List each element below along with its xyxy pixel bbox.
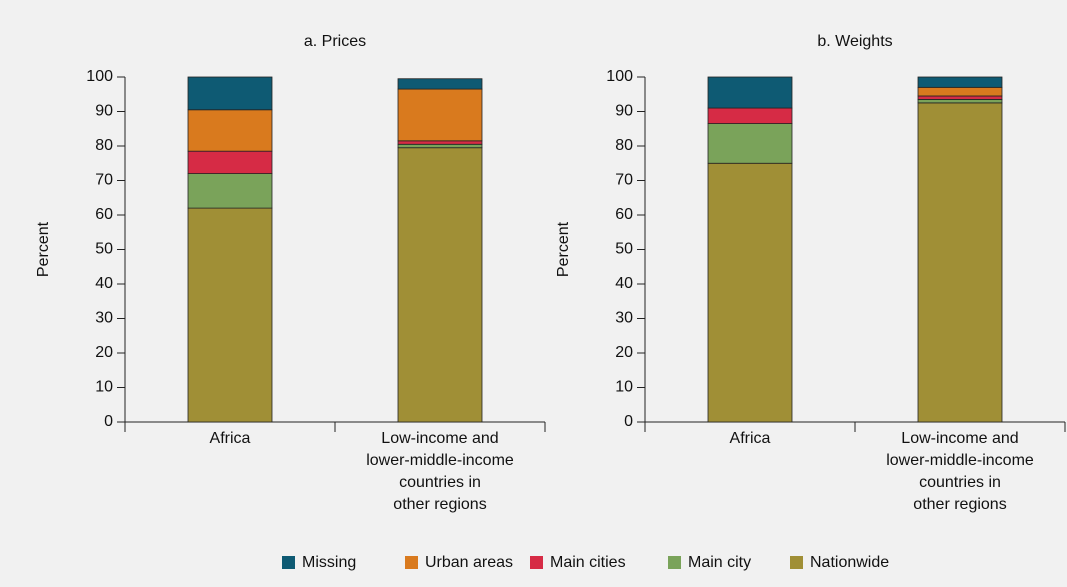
y-axis-label: Percent [555, 221, 572, 277]
bar-segment [397, 143, 483, 149]
y-tick-label: 90 [615, 103, 633, 120]
y-tick-label: 70 [95, 172, 113, 189]
y-tick-label: 10 [95, 379, 113, 396]
bar-segment [187, 76, 273, 111]
bar-segment [397, 140, 483, 145]
bar-segment [187, 150, 273, 175]
bar-segment [917, 95, 1003, 100]
x-tick-label: Low-income and lower-middle-income count… [886, 430, 1034, 513]
legend-swatch [405, 556, 418, 569]
x-tick-label: Africa [729, 430, 771, 447]
y-tick-label: 80 [615, 137, 633, 154]
y-tick-label: 50 [615, 241, 633, 258]
legend-swatch [668, 556, 681, 569]
legend-swatch [282, 556, 295, 569]
y-tick-label: 30 [95, 310, 113, 327]
y-tick-label: 60 [95, 206, 113, 223]
x-tick-label: Low-income and lower-middle-income count… [366, 430, 514, 513]
y-tick-label: 20 [95, 344, 113, 361]
y-tick-label: 80 [95, 137, 113, 154]
bar-segment [397, 78, 483, 90]
legend-label: Main cities [550, 554, 626, 571]
bar-segment [917, 102, 1003, 423]
bar-segment [187, 207, 273, 423]
legend-swatch [530, 556, 543, 569]
bar-segment [707, 107, 793, 124]
bar-segment [917, 99, 1003, 104]
y-tick-label: 20 [615, 344, 633, 361]
legend-label: Urban areas [425, 554, 513, 571]
chart-title: b. Weights [817, 33, 892, 50]
y-tick-label: 70 [615, 172, 633, 189]
x-tick-label: Africa [209, 430, 251, 447]
legend-label: Main city [688, 554, 751, 571]
y-tick-label: 30 [615, 310, 633, 327]
legend-label: Nationwide [810, 554, 889, 571]
y-tick-label: 0 [104, 413, 113, 430]
y-tick-label: 100 [606, 68, 633, 85]
chart-title: a. Prices [304, 33, 366, 50]
bar-segment [187, 173, 273, 209]
y-tick-label: 40 [615, 275, 633, 292]
bar-segment [917, 86, 1003, 97]
bar-segment [187, 109, 273, 152]
y-tick-label: 100 [86, 68, 113, 85]
legend-swatch [790, 556, 803, 569]
y-tick-label: 90 [95, 103, 113, 120]
y-tick-label: 40 [95, 275, 113, 292]
bar-segment [707, 162, 793, 423]
y-axis-label: Percent [35, 221, 52, 277]
bar-segment [917, 76, 1003, 88]
legend-label: Missing [302, 554, 356, 571]
y-tick-label: 60 [615, 206, 633, 223]
bar-segment [707, 76, 793, 109]
y-tick-label: 50 [95, 241, 113, 258]
y-tick-label: 0 [624, 413, 633, 430]
bar-segment [397, 88, 483, 142]
y-tick-label: 10 [615, 379, 633, 396]
bar-segment [397, 147, 483, 423]
bar-segment [707, 123, 793, 164]
